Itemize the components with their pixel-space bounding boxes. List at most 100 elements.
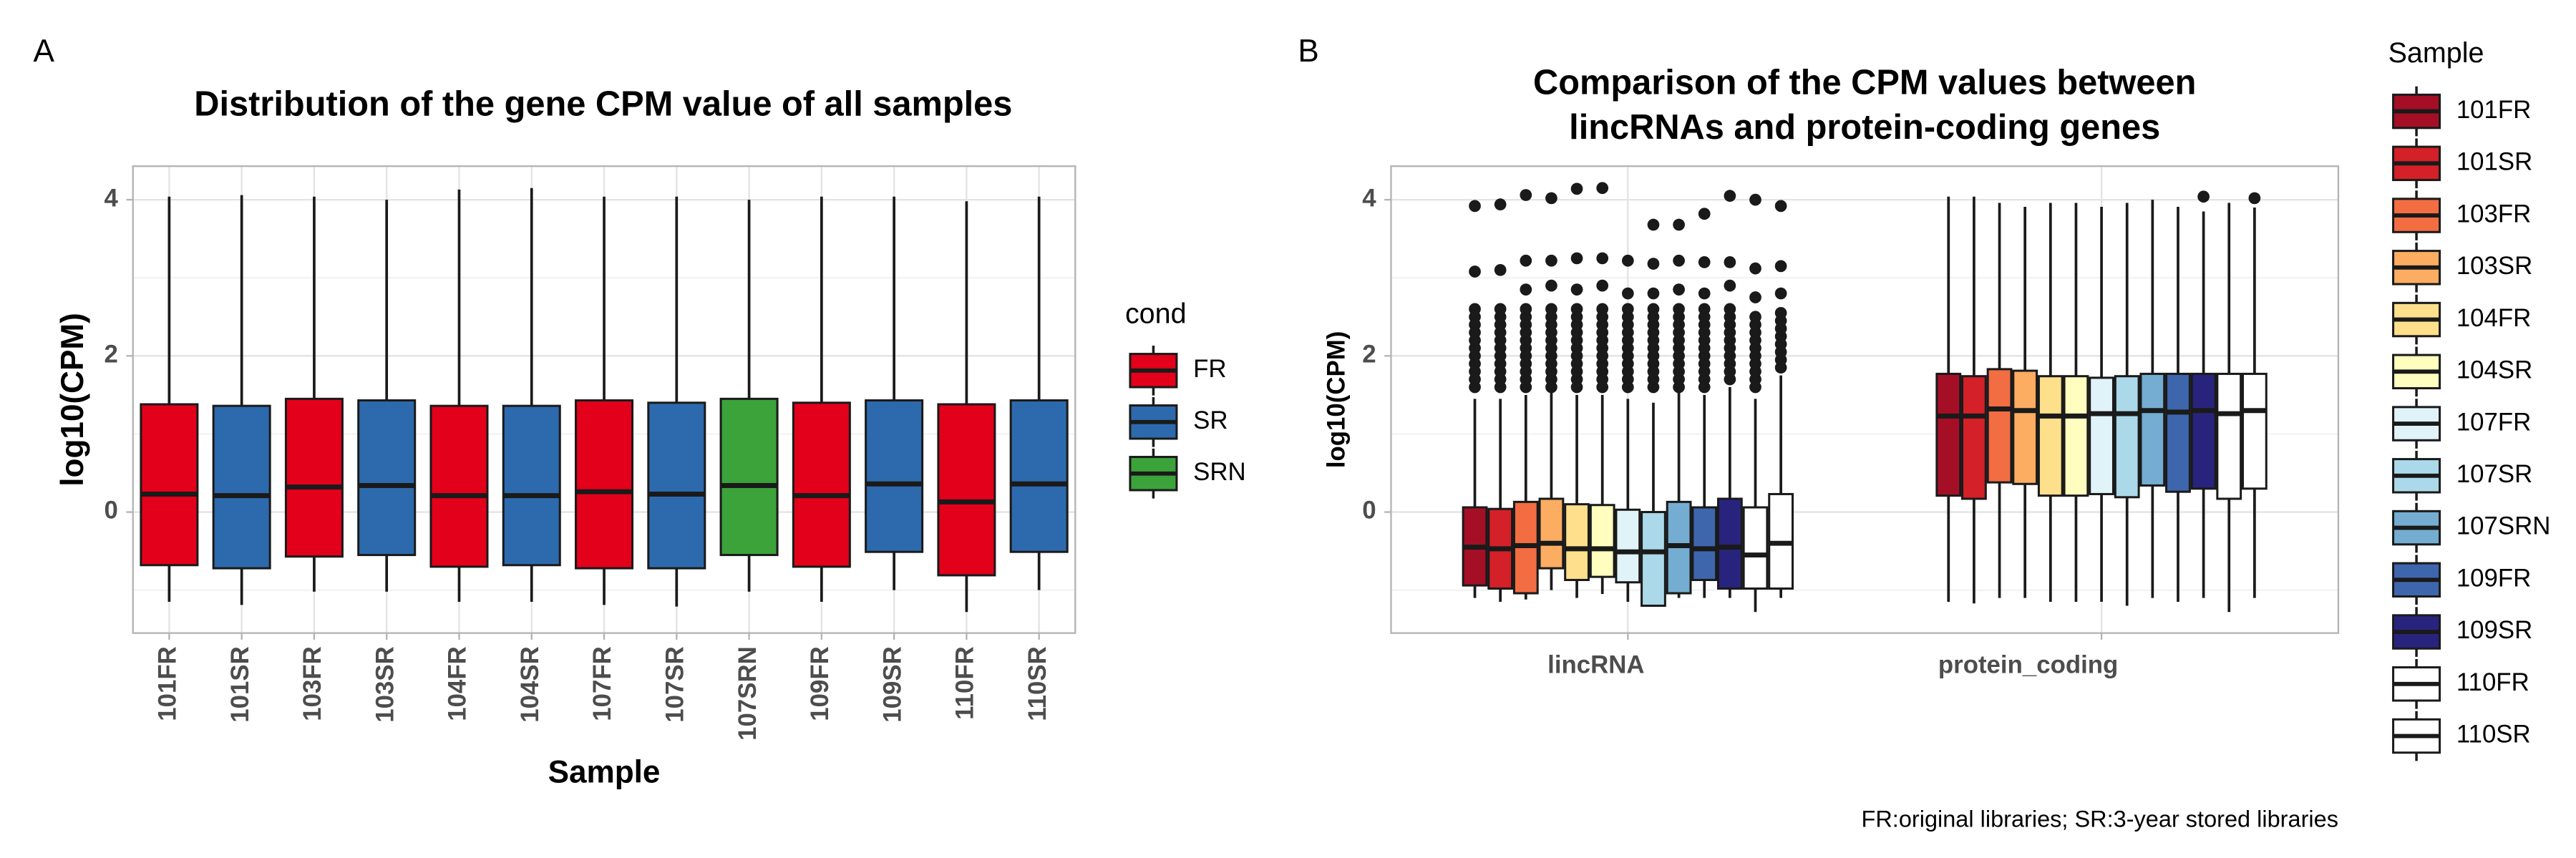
x-tick-label: 109FR <box>806 646 834 721</box>
y-tick-label: 2 <box>104 341 117 369</box>
chart-title: Comparison of the CPM values between <box>1533 63 2196 102</box>
outlier <box>1724 256 1736 268</box>
x-tick-label: 110SR <box>1024 646 1051 721</box>
outlier <box>1647 287 1660 300</box>
box <box>2216 372 2242 500</box>
outlier <box>1774 260 1787 273</box>
outlier <box>1749 291 1761 303</box>
legend-label: 103SR <box>2456 252 2532 280</box>
x-tick-label: 107SR <box>661 646 689 722</box>
outlier <box>1647 258 1660 270</box>
box <box>357 399 417 557</box>
box <box>865 399 924 553</box>
x-axis-label: Sample <box>548 755 661 790</box>
box <box>2089 376 2114 495</box>
outlier <box>1621 303 1634 316</box>
outlier <box>1570 283 1583 296</box>
legend-label: SR <box>1193 406 1228 434</box>
y-axis-label: log10(CPM) <box>1322 331 1350 468</box>
panel-label: A <box>33 34 54 69</box>
box <box>1961 375 1987 500</box>
x-tick-label: 104SR <box>516 646 544 722</box>
outlier <box>1596 303 1609 316</box>
x-tick-label: lincRNA <box>1547 650 1644 678</box>
outlier <box>1545 303 1557 316</box>
box <box>792 401 851 568</box>
box <box>1564 503 1590 581</box>
outlier <box>1647 218 1660 231</box>
outlier <box>1724 190 1736 203</box>
box <box>140 403 199 567</box>
x-tick-label: 101SR <box>226 646 254 722</box>
x-tick-label: 103SR <box>371 646 399 722</box>
outlier <box>1494 198 1507 211</box>
legend-title: cond <box>1125 298 1187 330</box>
y-axis-label: log10(CPM) <box>55 313 90 487</box>
legend-label: FR <box>1193 355 1226 383</box>
box <box>502 404 561 567</box>
x-tick-label: 103FR <box>298 646 326 721</box>
legend-label: 110SR <box>2456 721 2531 749</box>
x-tick-label: 107SRN <box>734 646 762 741</box>
box <box>284 397 344 558</box>
legend-label: 104SR <box>2456 356 2532 384</box>
box <box>2063 375 2089 497</box>
outlier <box>1469 303 1481 316</box>
chart-title: Distribution of the gene CPM value of al… <box>194 84 1012 123</box>
outlier <box>1621 254 1634 267</box>
outlier <box>1774 287 1787 300</box>
x-tick-label: 101FR <box>154 646 182 721</box>
legend-label: SRN <box>1193 458 1246 486</box>
box <box>2190 372 2217 490</box>
box <box>1935 372 1962 497</box>
outlier <box>1570 252 1583 265</box>
plot-border <box>1390 165 2340 634</box>
outlier <box>1494 303 1507 316</box>
outlier <box>1673 218 1685 231</box>
outlier <box>1698 287 1711 300</box>
outlier <box>1596 252 1609 265</box>
outlier <box>1749 262 1761 275</box>
outlier <box>1621 287 1634 300</box>
panel-label: B <box>1298 34 1318 69</box>
outlier <box>1724 279 1736 292</box>
box <box>1538 497 1565 570</box>
outlier <box>1494 263 1507 276</box>
outlier <box>1570 182 1583 195</box>
box <box>1615 508 1641 584</box>
chart-title: lincRNAs and protein-coding genes <box>1569 108 2160 147</box>
box <box>1742 506 1769 590</box>
outlier <box>1698 256 1711 268</box>
box <box>575 399 634 570</box>
box <box>429 404 489 568</box>
box <box>2165 372 2191 493</box>
y-tick-label: 0 <box>104 497 117 525</box>
outlier <box>1698 208 1711 220</box>
outlier <box>1724 303 1736 316</box>
box <box>1691 506 1718 581</box>
box <box>1716 497 1743 590</box>
legend-label: 103FR <box>2456 200 2532 228</box>
outlier <box>1698 303 1711 316</box>
box <box>1009 399 1069 553</box>
x-tick-label: 107FR <box>588 646 616 721</box>
outlier <box>1749 311 1761 323</box>
outlier <box>1673 283 1685 296</box>
outlier <box>1596 182 1609 195</box>
legend-label: 109SR <box>2456 616 2532 644</box>
x-tick-label: protein_coding <box>1938 650 2118 678</box>
outlier <box>1520 303 1532 316</box>
outlier <box>1545 279 1557 292</box>
box <box>2241 372 2268 490</box>
outlier <box>1545 254 1557 267</box>
box <box>937 403 996 577</box>
box <box>2037 375 2064 497</box>
legend-label: 110FR <box>2456 668 2529 696</box>
outlier <box>1596 279 1609 292</box>
outlier <box>2248 192 2261 205</box>
box <box>2139 372 2166 487</box>
outlier <box>1774 200 1787 213</box>
y-tick-label: 0 <box>1362 497 1376 525</box>
